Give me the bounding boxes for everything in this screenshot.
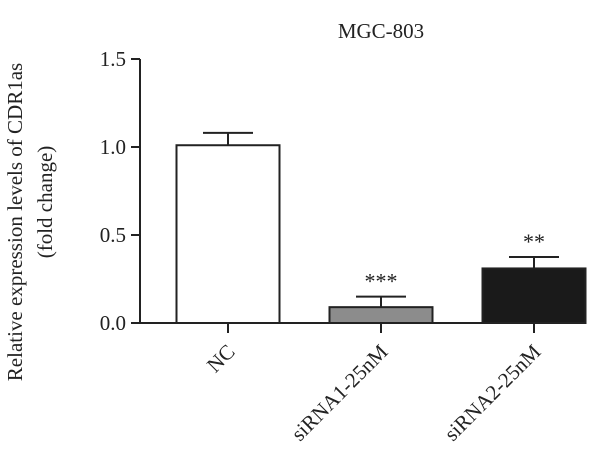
y-axis-label-line2: (fold change) (33, 146, 57, 259)
bars (175, 131, 587, 325)
chart-title: MGC-803 (338, 19, 424, 43)
bar (481, 267, 587, 325)
significance-label: *** (365, 269, 398, 294)
y-axis-label-line1: Relative expression levels of CDR1as (3, 63, 27, 381)
x-tick-label: siRNA1-25nM (286, 339, 392, 445)
bar (175, 144, 281, 324)
y-tick-label: 0.0 (100, 311, 126, 335)
bar (328, 306, 434, 325)
y-tick-label: 1.5 (100, 47, 126, 71)
y-tick-label: 0.5 (100, 223, 126, 247)
significance-label: ** (523, 229, 545, 254)
x-tick-label: siRNA2-25nM (439, 339, 545, 445)
y-tick-label: 1.0 (100, 135, 126, 159)
x-tick-label: NC (202, 340, 240, 378)
tick-labels: 0.0 0.5 1.0 1.5 NC *** siRNA1-25nM ** siRNA2-25n… (100, 47, 546, 446)
